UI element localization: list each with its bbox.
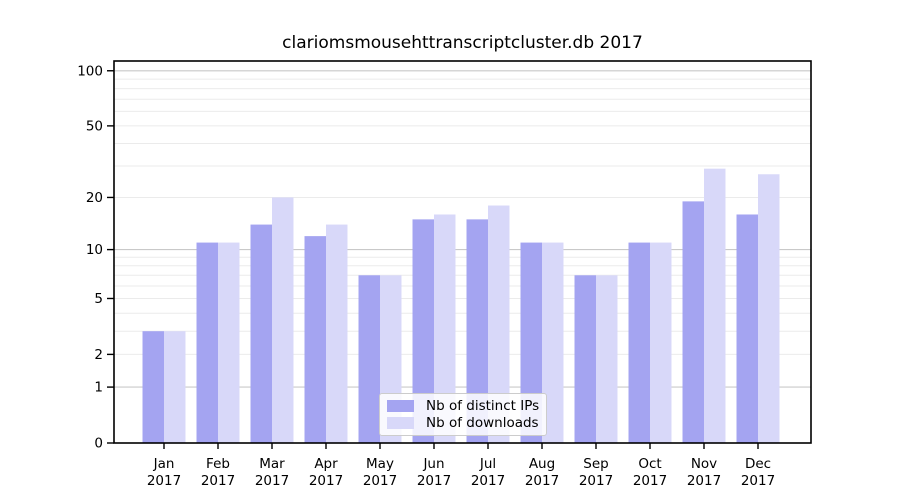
x-tick-label-year: 2017	[633, 473, 667, 489]
x-tick-label-month: Mar	[259, 456, 285, 472]
bar-distinct-ips-mar	[250, 224, 272, 443]
bar-distinct-ips-sep	[574, 275, 596, 443]
x-tick-label-month: Jul	[479, 456, 496, 472]
y-tick-label: 10	[86, 242, 103, 258]
x-tick-label-month: May	[366, 456, 394, 472]
bar-distinct-ips-nov	[682, 201, 704, 443]
x-tick-label-year: 2017	[741, 473, 775, 489]
x-tick-label-month: Dec	[745, 456, 771, 472]
plot-frame	[113, 60, 812, 444]
bar-distinct-ips-may	[358, 275, 380, 443]
bar-downloads-feb	[218, 242, 240, 443]
x-tick-label-month: Nov	[691, 456, 717, 472]
bar-downloads-aug	[542, 242, 564, 443]
x-tick-label-month: Sep	[583, 456, 608, 472]
x-tick-label-year: 2017	[579, 473, 613, 489]
x-tick-label-month: Oct	[638, 456, 661, 472]
x-tick-label-year: 2017	[687, 473, 721, 489]
y-tick-label: 2	[94, 347, 103, 363]
bar-distinct-ips-jul	[466, 219, 488, 443]
y-tick-label: 5	[94, 291, 103, 307]
y-tick-label: 1	[94, 380, 103, 396]
bar-distinct-ips-jan	[142, 331, 164, 443]
x-tick-label-month: Apr	[314, 456, 338, 472]
chart-title: clariomsmousehttranscriptcluster.db 2017	[282, 33, 643, 53]
x-tick-label-year: 2017	[255, 473, 289, 489]
legend-swatch-downloads-icon	[387, 416, 414, 429]
x-tick-label-year: 2017	[147, 473, 181, 489]
y-tick-label: 0	[94, 436, 103, 452]
bar-distinct-ips-jun	[412, 219, 434, 443]
bar-distinct-ips-dec	[736, 214, 758, 443]
bar-downloads-jun	[434, 214, 456, 443]
bar-downloads-apr	[326, 224, 348, 443]
y-tick-label: 100	[77, 63, 103, 79]
x-tick-label-year: 2017	[525, 473, 559, 489]
x-tick-label-year: 2017	[201, 473, 235, 489]
bar-downloads-jul	[488, 205, 510, 443]
bar-distinct-ips-oct	[628, 242, 650, 443]
x-tick-label-year: 2017	[363, 473, 397, 489]
bar-distinct-ips-aug	[520, 242, 542, 443]
bar-downloads-sep	[596, 275, 618, 443]
bar-downloads-mar	[272, 197, 294, 443]
bar-distinct-ips-apr	[304, 236, 326, 443]
x-tick-label-year: 2017	[471, 473, 505, 489]
x-tick-label-year: 2017	[309, 473, 343, 489]
x-tick-label-month: Jun	[422, 456, 444, 472]
legend-item-downloads: Nb of downloads	[387, 414, 539, 431]
x-tick-label-month: Aug	[529, 456, 555, 472]
bar-downloads-oct	[650, 242, 672, 443]
x-tick-label-month: Feb	[206, 456, 230, 472]
legend-label-downloads: Nb of downloads	[426, 414, 539, 431]
x-tick-label-year: 2017	[417, 473, 451, 489]
legend-swatch-distinct-ips-icon	[387, 400, 414, 413]
y-tick-label: 20	[86, 190, 103, 206]
bar-downloads-dec	[758, 174, 780, 444]
y-tick-label: 50	[86, 118, 103, 134]
bar-downloads-nov	[704, 168, 726, 443]
legend-label-distinct-ips: Nb of distinct IPs	[426, 398, 540, 415]
x-tick-label-month: Jan	[153, 456, 175, 472]
legend-item-distinct-ips: Nb of distinct IPs	[387, 398, 540, 415]
bar-downloads-jan	[164, 331, 186, 443]
bar-distinct-ips-feb	[196, 242, 218, 443]
legend: Nb of distinct IPs Nb of downloads	[379, 393, 547, 436]
